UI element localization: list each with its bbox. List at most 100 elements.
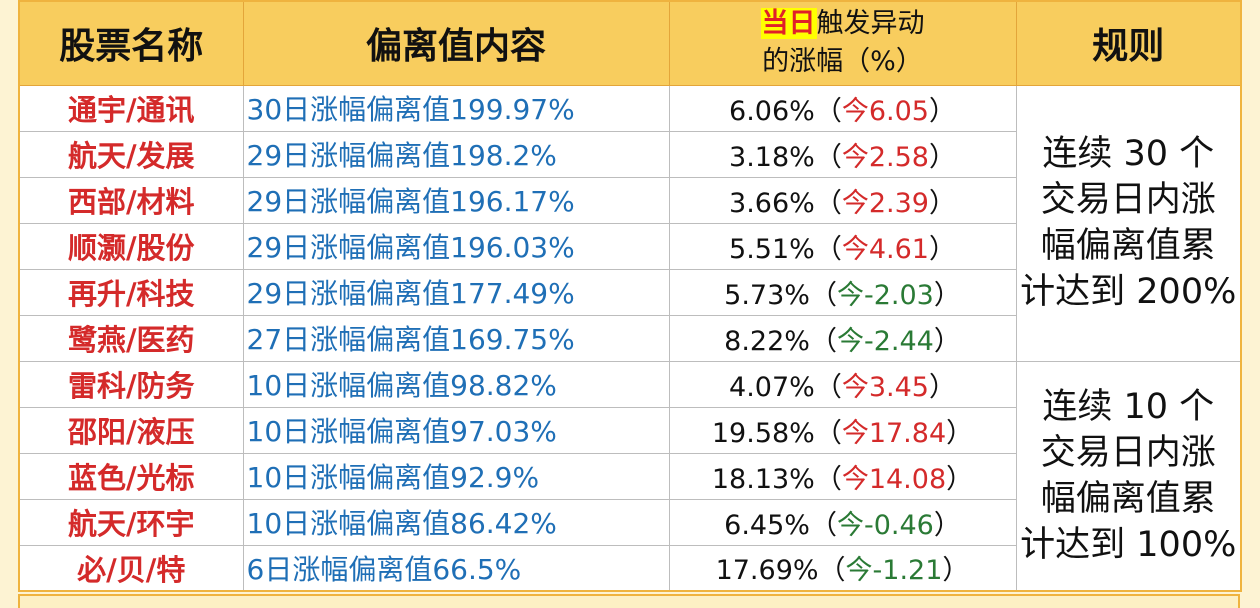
table-row: 蓝色/光标 10日涨幅偏离值92.9% 18.13%（今14.08） bbox=[18, 452, 1241, 500]
trigger-change-value: 17.69% bbox=[715, 555, 819, 587]
today-change-value: 今-2.44 bbox=[836, 325, 934, 357]
change-cell: 4.07%（今3.45） bbox=[668, 360, 1017, 408]
today-change-value: 今-1.21 bbox=[845, 555, 943, 587]
header-change-line1: 当日触发异动 bbox=[670, 5, 1015, 43]
paren-open: （ bbox=[809, 279, 837, 311]
trigger-change-value: 6.45% bbox=[724, 509, 810, 541]
change-cell: 19.58%（今17.84） bbox=[668, 406, 1017, 454]
paren-open: （ bbox=[809, 509, 837, 541]
stock-name-cell: 雷科/防务 bbox=[18, 360, 244, 408]
header-stock-name: 股票名称 bbox=[18, 0, 244, 86]
today-change-value: 今-0.46 bbox=[836, 509, 934, 541]
next-section-strip bbox=[18, 594, 1240, 608]
deviation-cell: 27日涨幅偏离值169.75% bbox=[242, 314, 670, 362]
table-row: 鹭燕/医药 27日涨幅偏离值169.75% 8.22%（今-2.44） bbox=[18, 314, 1241, 362]
deviation-cell: 30日涨幅偏离值199.97% bbox=[242, 84, 670, 132]
table-row: 通宇/通讯 30日涨幅偏离值199.97% 6.06%（今6.05） 连续 30… bbox=[18, 84, 1242, 362]
header-rule: 规则 bbox=[1015, 0, 1242, 86]
stock-name-cell: 通宇/通讯 bbox=[18, 84, 244, 132]
rule-line: 交易日内涨 bbox=[1040, 432, 1216, 473]
paren-close: ） bbox=[928, 187, 956, 219]
rule-cell: 连续 30 个 交易日内涨 幅偏离值累 计达到 200% bbox=[1015, 84, 1242, 362]
paren-close: ） bbox=[928, 95, 956, 127]
today-change-value: 今17.84 bbox=[841, 417, 947, 449]
change-cell: 3.66%（今2.39） bbox=[668, 176, 1017, 224]
table-row: 再升/科技 29日涨幅偏离值177.49% 5.73%（今-2.03） bbox=[18, 268, 1241, 316]
paren-open: （ bbox=[814, 417, 842, 449]
paren-close: ） bbox=[928, 233, 956, 265]
rule-cell: 连续 10 个 交易日内涨 幅偏离值累 计达到 100% bbox=[1015, 360, 1242, 592]
deviation-cell: 10日涨幅偏离值92.9% bbox=[242, 452, 670, 500]
trigger-change-value: 8.22% bbox=[724, 325, 810, 357]
rule-line: 幅偏离值累 bbox=[1040, 226, 1216, 266]
change-cell: 5.73%（今-2.03） bbox=[668, 268, 1017, 316]
paren-open: （ bbox=[818, 555, 846, 587]
paren-close: ） bbox=[928, 371, 956, 403]
deviation-cell: 29日涨幅偏离值198.2% bbox=[242, 130, 670, 178]
paren-open: （ bbox=[814, 95, 842, 127]
paren-close: ） bbox=[942, 555, 970, 587]
paren-close: ） bbox=[928, 141, 956, 173]
rule-line: 计达到 200% bbox=[1020, 272, 1237, 312]
trigger-change-value: 18.13% bbox=[711, 463, 815, 495]
change-cell: 5.51%（今4.61） bbox=[668, 222, 1017, 270]
change-cell: 18.13%（今14.08） bbox=[668, 452, 1017, 500]
trigger-change-value: 4.07% bbox=[729, 371, 815, 403]
trigger-change-value: 19.58% bbox=[711, 417, 815, 449]
today-change-value: 今2.39 bbox=[841, 187, 929, 219]
stock-name-cell: 航天/发展 bbox=[18, 130, 244, 178]
header-change: 当日触发异动 的涨幅（%） bbox=[668, 0, 1017, 86]
trigger-change-value: 3.18% bbox=[729, 141, 815, 173]
rule-line: 连续 10 个 bbox=[1042, 386, 1215, 427]
stock-name-cell: 鹭燕/医药 bbox=[18, 314, 244, 362]
table-row: 顺灏/股份 29日涨幅偏离值196.03% 5.51%（今4.61） bbox=[18, 222, 1241, 270]
trigger-change-value: 5.51% bbox=[729, 233, 815, 265]
paren-open: （ bbox=[814, 463, 842, 495]
change-cell: 6.45%（今-0.46） bbox=[668, 498, 1017, 546]
rule-line: 计达到 100% bbox=[1020, 524, 1237, 565]
trigger-change-value: 6.06% bbox=[729, 95, 815, 127]
deviation-cell: 10日涨幅偏离值97.03% bbox=[242, 406, 670, 454]
deviation-cell: 6日涨幅偏离值66.5% bbox=[242, 544, 670, 592]
trigger-change-value: 3.66% bbox=[729, 187, 815, 219]
deviation-cell: 29日涨幅偏离值196.17% bbox=[242, 176, 670, 224]
stock-name-cell: 邵阳/液压 bbox=[18, 406, 244, 454]
header-row: 股票名称 偏离值内容 当日触发异动 的涨幅（%） 规则 bbox=[18, 0, 1242, 86]
paren-close: ） bbox=[933, 325, 961, 357]
table-row: 西部/材料 29日涨幅偏离值196.17% 3.66%（今2.39） bbox=[18, 176, 1241, 224]
header-change-label: 触发异动 bbox=[816, 8, 925, 40]
paren-open: （ bbox=[814, 187, 842, 219]
change-cell: 3.18%（今2.58） bbox=[668, 130, 1017, 178]
today-change-value: 今2.58 bbox=[841, 141, 929, 173]
today-change-value: 今-2.03 bbox=[836, 279, 934, 311]
deviation-cell: 29日涨幅偏离值177.49% bbox=[242, 268, 670, 316]
today-change-value: 今4.61 bbox=[841, 233, 929, 265]
paren-open: （ bbox=[814, 371, 842, 403]
rule-line: 交易日内涨 bbox=[1040, 180, 1216, 220]
today-change-value: 今6.05 bbox=[841, 95, 929, 127]
deviation-cell: 29日涨幅偏离值196.03% bbox=[242, 222, 670, 270]
stock-name-cell: 蓝色/光标 bbox=[18, 452, 244, 500]
table-row: 雷科/防务 10日涨幅偏离值98.82% 4.07%（今3.45） 连续 10 … bbox=[18, 360, 1242, 592]
table-row: 必/贝/特 6日涨幅偏离值66.5% 17.69%（今-1.21） bbox=[18, 544, 1241, 592]
table-row: 航天/发展 29日涨幅偏离值198.2% 3.18%（今2.58） bbox=[18, 130, 1241, 178]
header-deviation: 偏离值内容 bbox=[242, 0, 670, 86]
change-cell: 17.69%（今-1.21） bbox=[668, 544, 1017, 592]
today-change-value: 今3.45 bbox=[841, 371, 929, 403]
change-cell: 6.06%（今6.05） bbox=[668, 84, 1017, 132]
header-change-highlight: 当日 bbox=[760, 8, 817, 40]
paren-open: （ bbox=[814, 233, 842, 265]
paren-close: ） bbox=[946, 463, 974, 495]
paren-close: ） bbox=[946, 417, 974, 449]
trigger-change-value: 5.73% bbox=[724, 279, 810, 311]
paren-close: ） bbox=[933, 509, 961, 541]
rule-line: 幅偏离值累 bbox=[1040, 478, 1216, 519]
stock-table-container: 股票名称 偏离值内容 当日触发异动 的涨幅（%） 规则 通宇/通讯 30日涨幅偏… bbox=[18, 0, 1242, 592]
stock-name-cell: 再升/科技 bbox=[18, 268, 244, 316]
paren-open: （ bbox=[814, 141, 842, 173]
today-change-value: 今14.08 bbox=[841, 463, 947, 495]
stock-name-cell: 顺灏/股份 bbox=[18, 222, 244, 270]
stock-name-cell: 航天/环宇 bbox=[18, 498, 244, 546]
stock-table: 股票名称 偏离值内容 当日触发异动 的涨幅（%） 规则 通宇/通讯 30日涨幅偏… bbox=[18, 0, 1242, 592]
deviation-cell: 10日涨幅偏离值98.82% bbox=[242, 360, 670, 408]
